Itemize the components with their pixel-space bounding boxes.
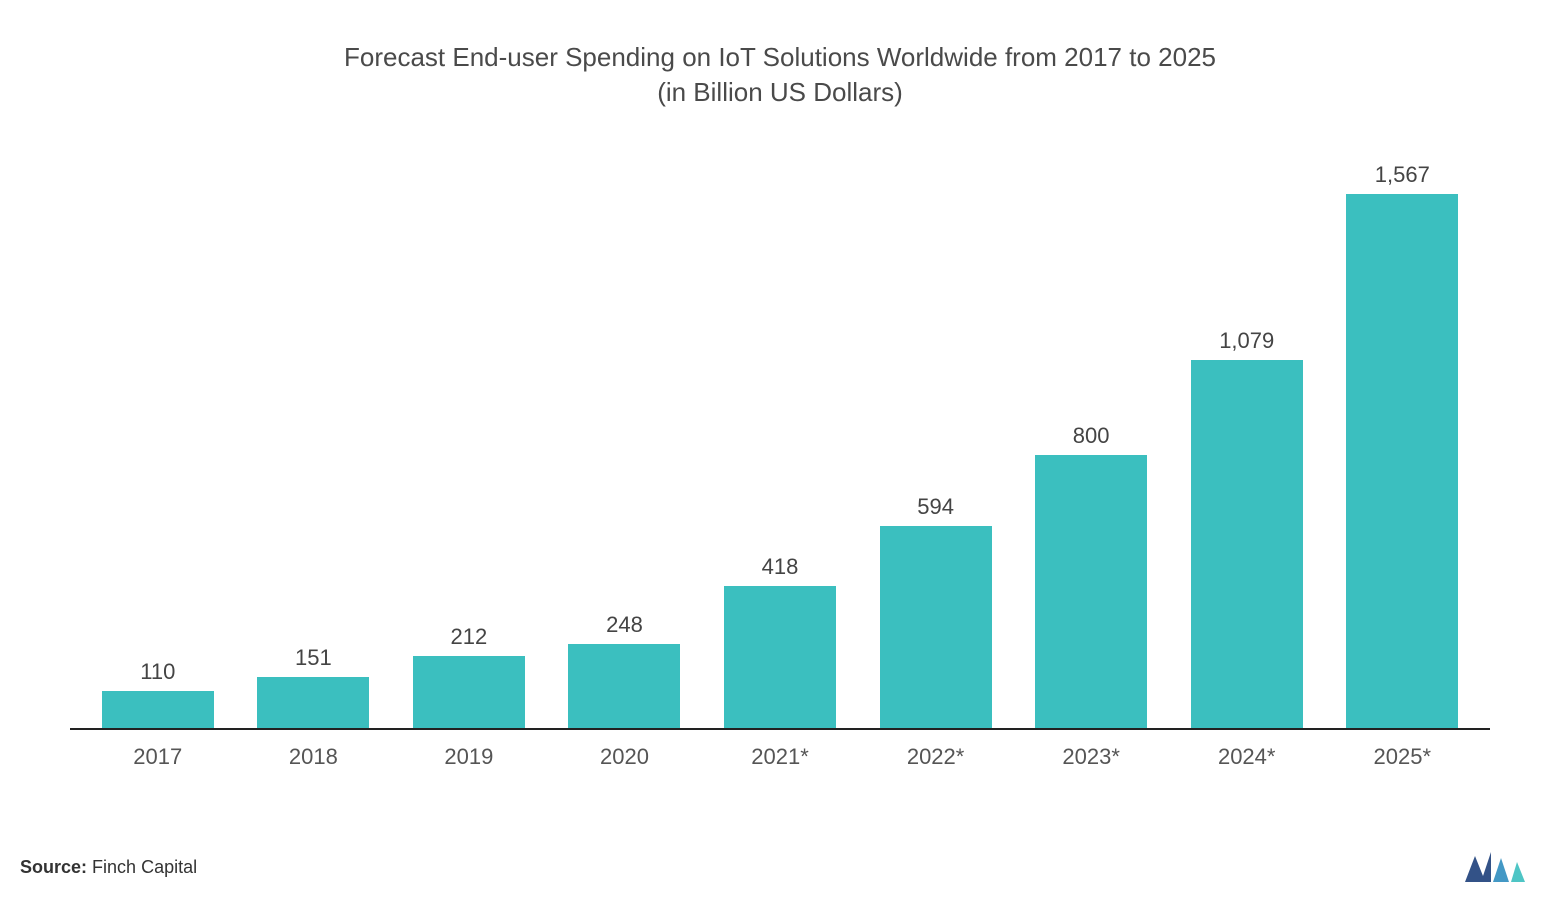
- bar-value-label: 212: [451, 624, 488, 650]
- source-attribution: Source: Finch Capital: [20, 857, 197, 878]
- x-axis-label: 2021*: [702, 744, 858, 770]
- bar-value-label: 1,567: [1375, 162, 1430, 188]
- bar-group: 248: [547, 150, 703, 728]
- bar-group: 212: [391, 150, 547, 728]
- source-value: Finch Capital: [92, 857, 197, 877]
- bar-group: 151: [236, 150, 392, 728]
- x-axis-label: 2025*: [1325, 744, 1481, 770]
- chart-container: Forecast End-user Spending on IoT Soluti…: [70, 40, 1490, 800]
- x-axis-label: 2017: [80, 744, 236, 770]
- mi-logo-icon: [1465, 852, 1525, 882]
- x-axis-label: 2019: [391, 744, 547, 770]
- bar: [257, 677, 369, 729]
- source-label: Source:: [20, 857, 87, 877]
- x-axis-label: 2024*: [1169, 744, 1325, 770]
- chart-title: Forecast End-user Spending on IoT Soluti…: [330, 40, 1230, 110]
- x-axis-label: 2023*: [1013, 744, 1169, 770]
- bar-value-label: 800: [1073, 423, 1110, 449]
- bar: [568, 644, 680, 729]
- bar-value-label: 248: [606, 612, 643, 638]
- bar: [1035, 455, 1147, 728]
- x-axis-label: 2018: [236, 744, 392, 770]
- bar-value-label: 110: [140, 659, 175, 685]
- bar-value-label: 1,079: [1219, 328, 1274, 354]
- bar-value-label: 151: [295, 645, 332, 671]
- bar-group: 110: [80, 150, 236, 728]
- bar-value-label: 418: [762, 554, 799, 580]
- bar: [880, 526, 992, 729]
- bar-group: 594: [858, 150, 1014, 728]
- x-axis-label: 2020: [547, 744, 703, 770]
- plot-area: 110 151 212 248 418 594 800 1,079 1,567: [70, 150, 1490, 730]
- bar-group: 418: [702, 150, 858, 728]
- x-axis: 20172018201920202021*2022*2023*2024*2025…: [70, 730, 1490, 770]
- bar: [1346, 194, 1458, 729]
- x-axis-label: 2022*: [858, 744, 1014, 770]
- bar-group: 800: [1013, 150, 1169, 728]
- bars-group: 110 151 212 248 418 594 800 1,079 1,567: [70, 150, 1490, 728]
- bar-group: 1,567: [1325, 150, 1481, 728]
- bar-value-label: 594: [917, 494, 954, 520]
- bar-group: 1,079: [1169, 150, 1325, 728]
- bar: [413, 656, 525, 728]
- bar: [724, 586, 836, 729]
- bar: [102, 691, 214, 729]
- bar: [1191, 360, 1303, 728]
